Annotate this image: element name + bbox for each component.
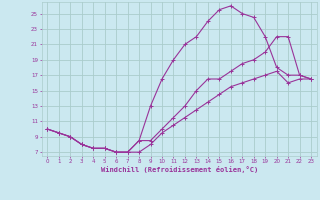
X-axis label: Windchill (Refroidissement éolien,°C): Windchill (Refroidissement éolien,°C) <box>100 166 258 173</box>
